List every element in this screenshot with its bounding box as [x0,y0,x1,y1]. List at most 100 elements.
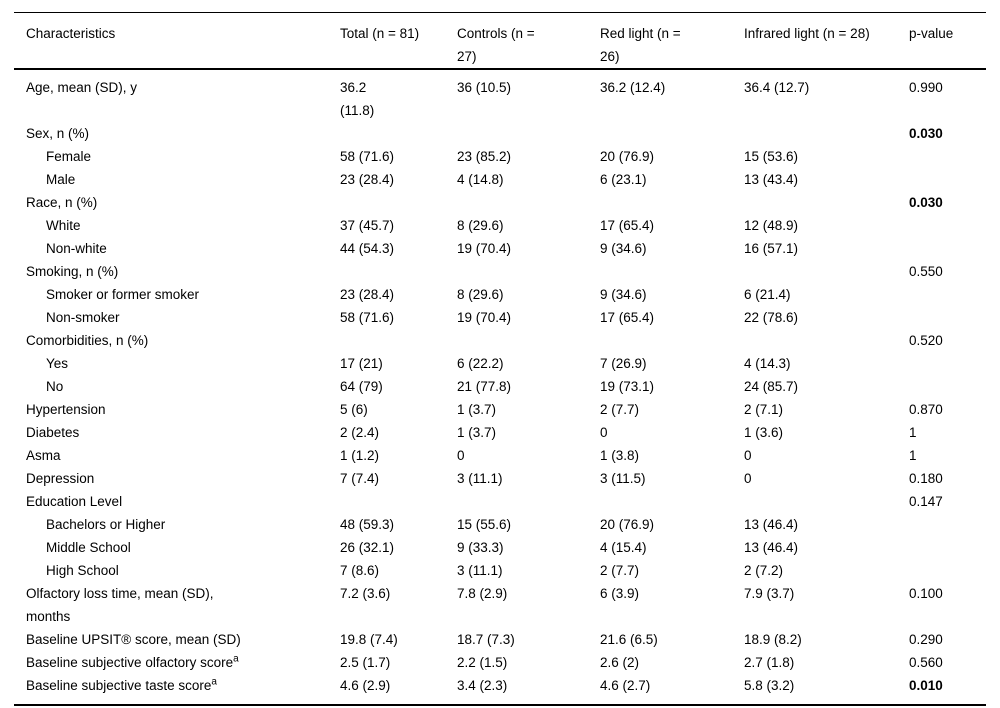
cell-infrared: 0 [744,448,752,463]
cell-p [909,214,986,237]
table-row: Yes 17 (21) 6 (22.2) 7 (26.9) 4 (14.3) [14,352,986,375]
cell-total: 58 (71.6) [340,149,395,164]
cell-p [909,306,986,329]
cell-p [909,237,986,260]
cell-red: 2 (7.7) [600,402,640,417]
cell-p: 0.520 [909,333,943,348]
cell-controls: 9 (33.3) [457,540,504,555]
table-body: Age, mean (SD), y 36.2 (11.8) 36 (10.5) 36.… [14,69,986,705]
cell-red: 2 (7.7) [600,563,640,578]
cell-controls: 6 (22.2) [457,356,504,371]
cell-red [600,122,744,145]
cell-red: 20 (76.9) [600,149,655,164]
cell-p: 1 [909,425,917,440]
table-row: Smoker or former smoker 23 (28.4) 8 (29.6)… [14,283,986,306]
cell-total: 7 (7.4) [340,471,380,486]
cell-total: 19.8 (7.4) [340,632,398,647]
cell-infrared: 18.9 (8.2) [744,632,802,647]
cell-label: Smoker or former smoker [46,287,200,302]
cell-red: 9 (34.6) [600,241,647,256]
cell-red [600,329,744,352]
table-row: No 64 (79) 21 (77.8) 19 (73.1) 24 (85.7) [14,375,986,398]
cell-total: 2 (2.4) [340,425,380,440]
cell-p: 0.180 [909,471,943,486]
cell-controls: 15 (55.6) [457,517,512,532]
cell-total [340,122,457,145]
cell-infrared: 2 (7.2) [744,563,784,578]
cell-label: Olfactory loss time, mean (SD), months [26,586,214,624]
cell-p [909,559,986,582]
cell-red: 17 (65.4) [600,310,655,325]
table-row: Baseline subjective olfactory scorea 2.5 … [14,651,986,674]
characteristics-table-container: Characteristics Total (n = 81) Controls … [14,12,986,706]
cell-controls: 4 (14.8) [457,172,504,187]
cell-red: 21.6 (6.5) [600,632,658,647]
cell-infrared: 5.8 (3.2) [744,678,795,693]
cell-infrared [744,490,909,513]
cell-red [600,260,744,283]
cell-total: 58 (71.6) [340,310,395,325]
cell-infrared: 2 (7.1) [744,402,784,417]
cell-red [600,191,744,214]
cell-label: Bachelors or Higher [46,517,166,532]
cell-controls: 19 (70.4) [457,310,512,325]
cell-p [909,168,986,191]
cell-infrared: 16 (57.1) [744,241,799,256]
cell-red [600,490,744,513]
cell-total: 17 (21) [340,356,383,371]
cell-infrared: 24 (85.7) [744,379,799,394]
cell-p: 0.030 [909,195,943,210]
cell-p: 0.550 [909,264,943,279]
table-row: Baseline subjective taste scorea 4.6 (2.9… [14,674,986,705]
cell-red: 1 (3.8) [600,448,640,463]
cell-controls: 1 (3.7) [457,402,497,417]
cell-controls [457,329,600,352]
cell-total: 23 (28.4) [340,287,395,302]
column-header-infrared-light: Infrared light (n = 28) [744,12,909,70]
cell-infrared: 0 [744,471,752,486]
cell-total [340,191,457,214]
cell-controls: 1 (3.7) [457,425,497,440]
cell-total: 7.2 (3.6) [340,586,391,601]
cell-total: 44 (54.3) [340,241,395,256]
table-row: Non-white 44 (54.3) 19 (70.4) 9 (34.6) 16 (5… [14,237,986,260]
cell-red: 6 (23.1) [600,172,647,187]
cell-infrared: 13 (43.4) [744,172,799,187]
cell-infrared: 7.9 (3.7) [744,586,795,601]
cell-infrared: 36.4 (12.7) [744,80,810,95]
footnote-marker: a [233,653,239,665]
cell-label: Non-smoker [46,310,120,325]
cell-total: 36.2 (11.8) [340,80,375,118]
cell-red: 20 (76.9) [600,517,655,532]
cell-label: Middle School [46,540,131,555]
cell-red: 17 (65.4) [600,218,655,233]
cell-label: Sex, n (%) [26,126,90,141]
table-row: Male 23 (28.4) 4 (14.8) 6 (23.1) 13 (43.4) [14,168,986,191]
cell-total: 26 (32.1) [340,540,395,555]
table-row: Education Level 0.147 [14,490,986,513]
cell-p: 0.010 [909,678,943,693]
cell-label: Baseline subjective olfactory scorea [26,653,239,670]
table-row: Female 58 (71.6) 23 (85.2) 20 (76.9) 15 (53.… [14,145,986,168]
cell-label: Smoking, n (%) [26,264,119,279]
cell-infrared: 22 (78.6) [744,310,799,325]
cell-p [909,352,986,375]
cell-controls: 3 (11.1) [457,563,503,578]
cell-red: 7 (26.9) [600,356,647,371]
cell-total: 48 (59.3) [340,517,395,532]
cell-p: 0.990 [909,80,943,95]
cell-total: 2.5 (1.7) [340,655,391,670]
cell-p: 0.100 [909,586,943,601]
table-header-row: Characteristics Total (n = 81) Controls … [14,12,986,70]
cell-label: Race, n (%) [26,195,98,210]
cell-red: 3 (11.5) [600,471,646,486]
table-row: White 37 (45.7) 8 (29.6) 17 (65.4) 12 (48.9) [14,214,986,237]
column-header-controls: Controls (n = 27) [457,12,600,70]
cell-label: Male [46,172,76,187]
cell-p: 0.290 [909,632,943,647]
cell-label: Diabetes [26,425,80,440]
cell-total [340,490,457,513]
cell-controls: 21 (77.8) [457,379,512,394]
cell-p [909,536,986,559]
